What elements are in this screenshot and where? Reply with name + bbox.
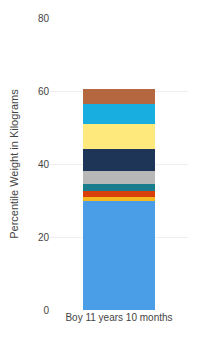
svg-text:Percentile Weight in Kilograms: Percentile Weight in Kilograms: [8, 89, 20, 239]
svg-text:80: 80: [38, 13, 50, 24]
svg-text:Boy 11 years 10 months: Boy 11 years 10 months: [65, 312, 172, 323]
svg-text:20: 20: [38, 232, 50, 243]
svg-text:60: 60: [38, 86, 50, 97]
svg-text:0: 0: [43, 305, 49, 316]
svg-text:40: 40: [38, 159, 50, 170]
